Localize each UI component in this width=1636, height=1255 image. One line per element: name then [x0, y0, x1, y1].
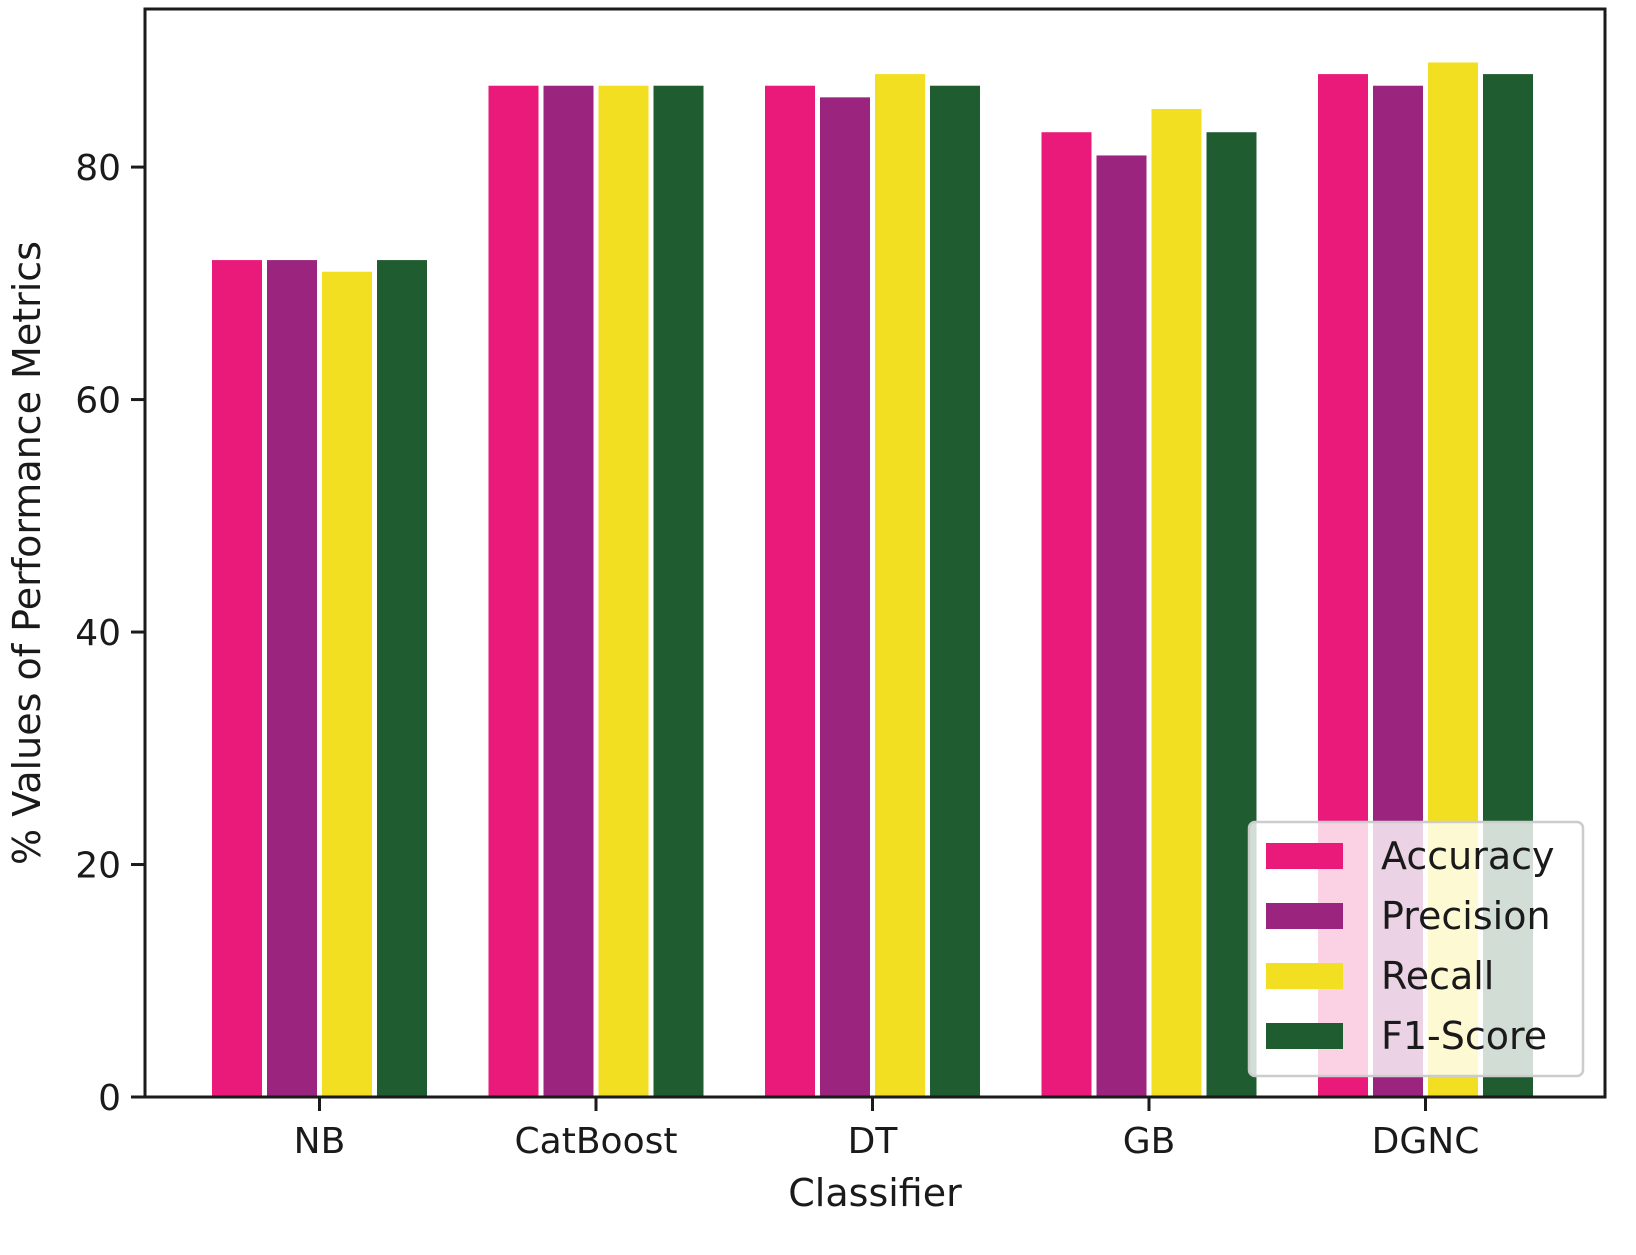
bar-f1-score-dt	[930, 85, 980, 1097]
x-axis-label: Classifier	[788, 1171, 962, 1215]
x-axis: NB CatBoost DT GB DGNC	[294, 1097, 1480, 1162]
bar-f1-score-nb	[377, 260, 427, 1098]
bar-accuracy-gb	[1041, 132, 1092, 1097]
bar-accuracy-dt	[765, 85, 815, 1097]
bar-precision-nb	[267, 260, 317, 1098]
bar-accuracy-nb	[212, 260, 262, 1098]
y-tick-label: 80	[75, 148, 121, 189]
bar-accuracy-catboost	[488, 85, 539, 1097]
y-tick-label: 60	[75, 381, 121, 422]
y-tick-label: 40	[75, 613, 121, 654]
y-tick-label: 0	[98, 1078, 121, 1119]
plot-frame	[143, 7, 1607, 1099]
x-tick-label-gb: GB	[1123, 1121, 1176, 1162]
bar-recall-gb	[1151, 108, 1202, 1097]
x-tick-label-dt: DT	[848, 1121, 899, 1162]
bar-recall-nb	[322, 271, 372, 1097]
legend-swatch-precision	[1266, 903, 1343, 929]
y-tick-label: 20	[75, 846, 121, 887]
legend: Accuracy Precision Recall F1-Score	[1247, 820, 1585, 1078]
bar-precision-dt	[820, 97, 870, 1098]
bar-precision-catboost	[543, 85, 594, 1097]
legend-box	[1247, 820, 1585, 1078]
bar-recall-catboost	[598, 85, 649, 1097]
y-axis: 0 20 40 60 80	[75, 148, 145, 1119]
y-axis-label: % Values of Performance Metrics	[5, 241, 49, 865]
legend-swatch-recall	[1266, 963, 1343, 989]
x-tick-label-dgnc: DGNC	[1372, 1121, 1480, 1162]
x-tick-label-catboost: CatBoost	[515, 1121, 678, 1162]
legend-label-accuracy: Accuracy	[1381, 834, 1555, 878]
x-tick-label-nb: NB	[294, 1121, 346, 1162]
bar-f1-score-catboost	[653, 85, 704, 1097]
legend-label-f1-score: F1-Score	[1381, 1014, 1547, 1058]
legend-swatch-f1-score	[1266, 1023, 1343, 1049]
legend-swatch-accuracy	[1266, 843, 1343, 869]
bar-precision-gb	[1096, 155, 1147, 1097]
bar-recall-dt	[875, 74, 925, 1098]
legend-label-recall: Recall	[1381, 954, 1494, 998]
legend-label-precision: Precision	[1381, 894, 1551, 938]
